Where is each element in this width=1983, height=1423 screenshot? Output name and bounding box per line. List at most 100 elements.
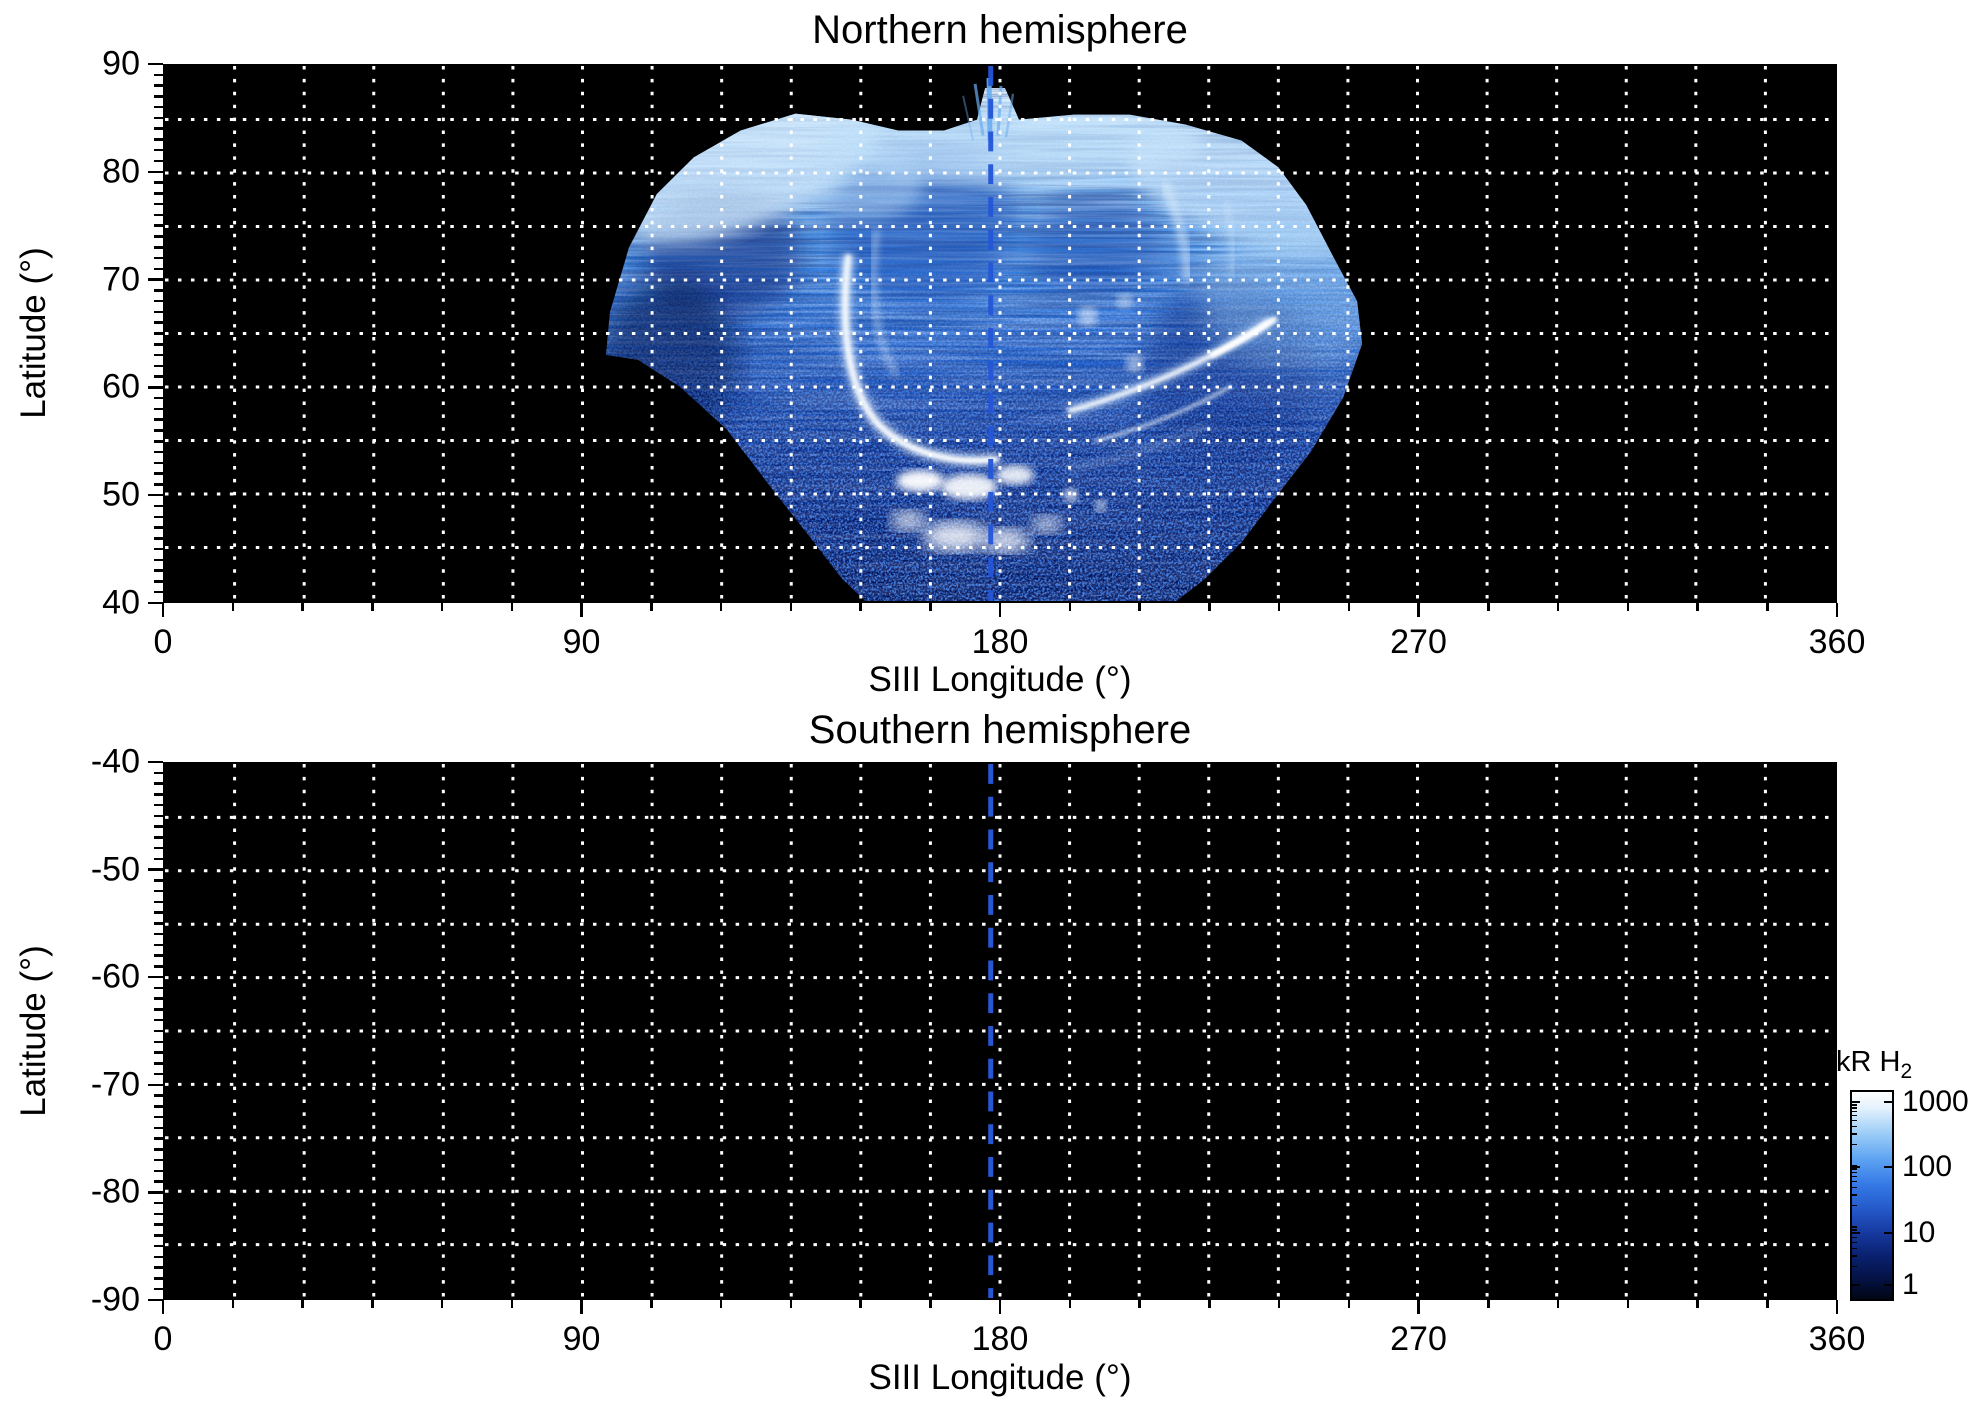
x-tick-label: 90 (562, 623, 601, 661)
y-tick (148, 493, 163, 497)
x-tick (1835, 603, 1839, 617)
north-aurora-map (165, 66, 1835, 601)
y-tick (154, 202, 163, 206)
y-tick (154, 793, 163, 796)
colorbar-minor-tick (1852, 1194, 1857, 1196)
y-tick (154, 889, 163, 893)
colorbar-tick-label: 100 (1902, 1150, 1953, 1183)
x-tick (1208, 1300, 1211, 1308)
y-tick (154, 1094, 163, 1097)
y-tick (154, 537, 163, 540)
y-tick (148, 278, 163, 281)
colorbar-minor-tick (1852, 1133, 1857, 1135)
x-tick-label: 270 (1390, 1320, 1447, 1358)
y-tick (154, 181, 163, 184)
y-tick (154, 127, 163, 130)
y-tick (154, 569, 163, 572)
y-tick (154, 1115, 163, 1119)
colorbar-tick (1884, 1101, 1892, 1103)
colorbar-minor-tick (1852, 1110, 1857, 1113)
south-title: Southern hemisphere (808, 708, 1192, 752)
y-tick (154, 547, 163, 551)
y-tick (148, 170, 163, 174)
colorbar-tick (1884, 1232, 1892, 1235)
colorbar-minor-tick (1852, 1168, 1857, 1170)
y-tick (148, 760, 163, 764)
colorbar-tick (1852, 1166, 1860, 1168)
colorbar-minor-tick (1852, 1165, 1857, 1167)
y-tick (148, 1083, 163, 1087)
y-tick-label: -80 (90, 1172, 140, 1211)
x-tick (719, 1300, 723, 1308)
colorbar-tick (1884, 1166, 1892, 1168)
x-tick (301, 603, 304, 611)
y-tick (154, 825, 163, 828)
x-tick (1138, 603, 1141, 611)
y-tick (154, 289, 163, 292)
y-tick (154, 836, 163, 839)
x-tick (1068, 1300, 1071, 1308)
y-tick (154, 84, 163, 87)
y-tick (154, 461, 163, 465)
y-tick-label: -70 (90, 1065, 140, 1104)
south-gridlines (165, 764, 1835, 1298)
x-tick (1347, 1300, 1350, 1308)
y-tick (154, 159, 163, 163)
y-tick (154, 440, 163, 443)
colorbar-tick-label: 1 (1902, 1267, 1919, 1301)
y-tick (154, 450, 163, 454)
y-tick (154, 1148, 163, 1151)
colorbar-minor-tick (1852, 1171, 1857, 1174)
x-tick (789, 1300, 792, 1308)
y-tick (154, 911, 163, 914)
y-tick (154, 321, 163, 324)
colorbar-minor-tick (1852, 1107, 1857, 1109)
y-tick-label: 40 (102, 583, 140, 622)
y-tick-label: 50 (102, 475, 140, 514)
north-plot-area (163, 64, 1837, 603)
y-tick (154, 1180, 163, 1183)
x-tick-label: 180 (971, 1320, 1029, 1358)
x-tick (1835, 1300, 1839, 1314)
x-tick (440, 603, 444, 611)
y-tick (154, 1062, 163, 1065)
colorbar-minor-tick (1852, 1247, 1857, 1250)
colorbar-minor-tick (1852, 1175, 1857, 1178)
y-tick-label: 90 (102, 44, 140, 83)
colorbar-tick (1852, 1101, 1860, 1103)
south-map (165, 764, 1835, 1298)
x-tick (859, 1300, 862, 1308)
x-tick (1626, 603, 1629, 611)
colorbar-minor-tick (1852, 1265, 1857, 1268)
y-tick (154, 1072, 163, 1076)
x-tick (929, 1300, 932, 1308)
y-tick (154, 1051, 163, 1054)
x-tick (1347, 603, 1350, 611)
y-tick (154, 343, 163, 346)
colorbar-minor-tick (1852, 1229, 1857, 1231)
x-tick (929, 603, 932, 611)
x-tick (510, 603, 513, 611)
y-tick (154, 814, 163, 818)
y-tick (154, 1201, 163, 1205)
y-tick (154, 418, 163, 421)
y-tick (148, 1191, 163, 1194)
x-tick (1277, 1300, 1281, 1308)
y-tick (154, 407, 163, 411)
y-tick (154, 846, 163, 850)
x-tick (1417, 1300, 1420, 1314)
south-xaxis-label: SIII Longitude (°) (868, 1358, 1132, 1397)
x-tick (1487, 603, 1490, 611)
north-title: Northern hemisphere (812, 8, 1188, 52)
colorbar-minor-tick (1852, 1226, 1857, 1228)
x-tick (998, 1300, 1002, 1314)
colorbar-minor-tick (1852, 1186, 1857, 1189)
x-tick (650, 603, 653, 611)
y-tick (154, 504, 163, 508)
y-tick (154, 483, 163, 486)
y-tick (148, 386, 163, 389)
y-tick (154, 1277, 163, 1280)
x-tick (510, 1300, 513, 1308)
y-tick (154, 224, 163, 227)
